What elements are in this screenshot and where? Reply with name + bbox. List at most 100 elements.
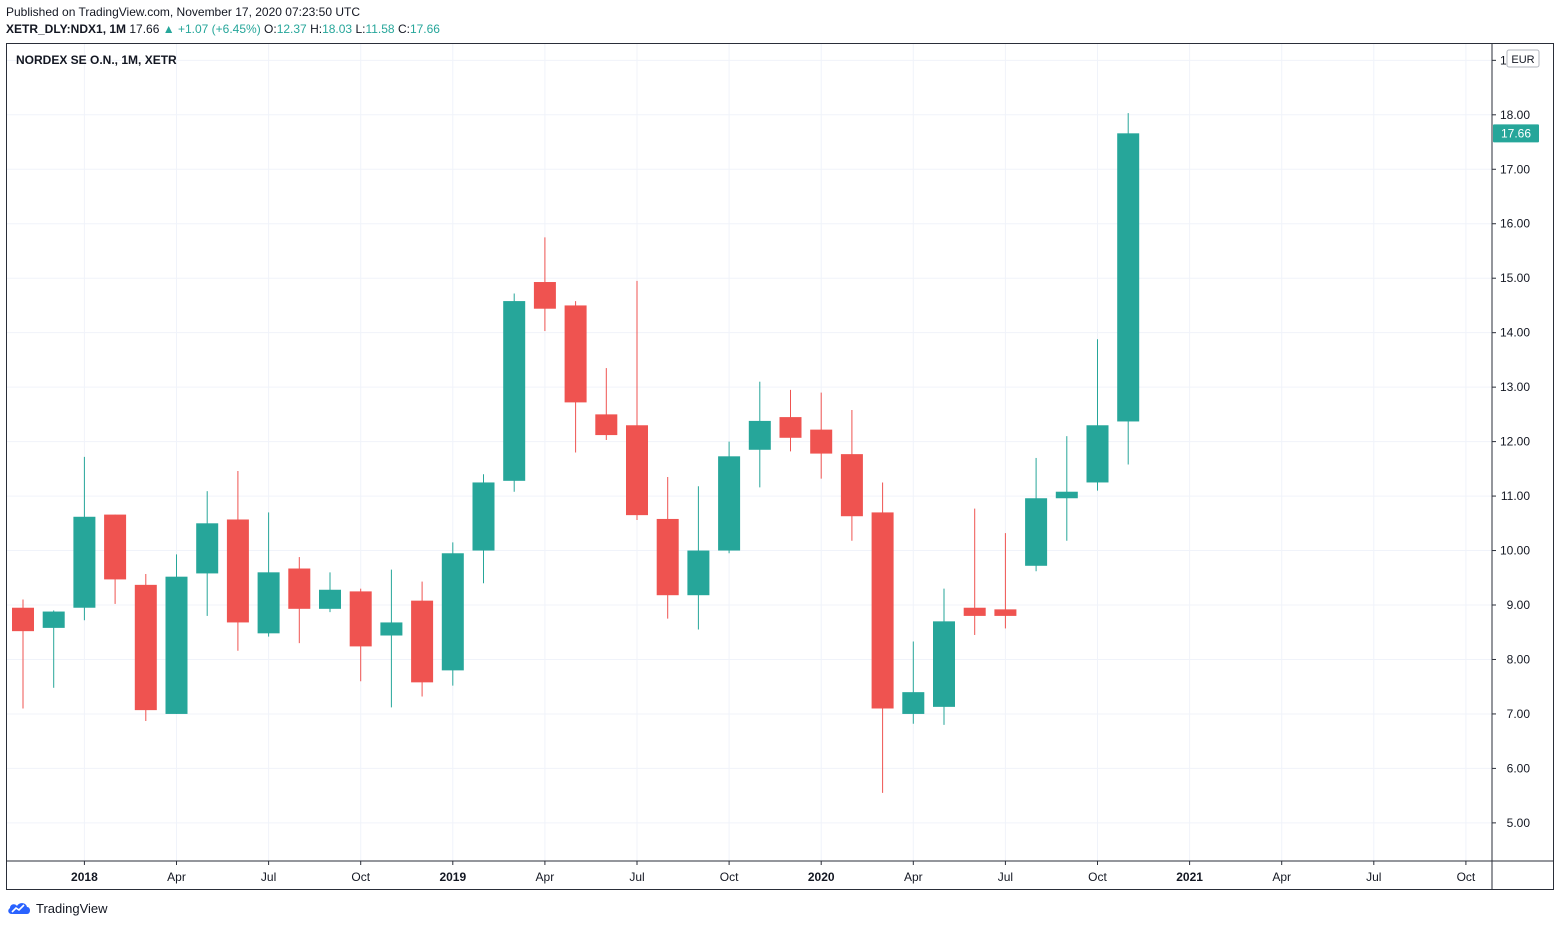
candle [42, 610, 65, 688]
candle [963, 508, 986, 635]
candle [871, 482, 894, 793]
currency-badge[interactable] [1506, 49, 1540, 68]
candle-body [1086, 425, 1109, 483]
y-tick-label: 14.00 [1500, 326, 1530, 340]
x-tick-label: Apr [904, 870, 923, 884]
x-tick-label: Apr [536, 870, 555, 884]
ohlc-legend: XETR_DLY:NDX1, 1M 17.66 ▲ +1.07 (+6.45%)… [6, 22, 440, 36]
candle [226, 471, 249, 651]
candle-body [226, 519, 249, 623]
candle-body [104, 514, 127, 580]
symbol-label[interactable]: XETR_DLY:NDX1, 1M [6, 22, 127, 36]
candle-body [288, 568, 311, 609]
x-tick-label: Oct [351, 870, 370, 884]
candle [104, 514, 127, 604]
candles-layer [12, 113, 1140, 793]
candle-body [380, 622, 403, 636]
high-label: H: [310, 22, 323, 36]
candle-body [319, 589, 341, 609]
candle [441, 542, 464, 686]
low-value: 11.58 [365, 22, 395, 36]
candle [840, 410, 863, 541]
x-tick-label: Jul [1366, 870, 1381, 884]
candle-body [42, 611, 65, 628]
candle [319, 572, 341, 613]
candle-body [196, 523, 219, 574]
candle-body [595, 414, 618, 436]
candle [165, 554, 188, 714]
candle-body [73, 516, 96, 608]
candle-body [1025, 498, 1048, 566]
x-tick-label: Jul [261, 870, 276, 884]
published-caption: Published on TradingView.com, November 1… [6, 5, 360, 19]
candle-body [411, 600, 434, 683]
time-axis[interactable]: 2018 Apr Jul Oct 2019 Apr Jul Oct 2020 Apr Jul Oct 2… [71, 861, 1476, 884]
candle-body [626, 425, 648, 516]
tradingview-logo[interactable]: TradingView [6, 899, 108, 917]
change-value: ▲ +1.07 (+6.45%) [162, 22, 261, 36]
last-price-tag [1493, 124, 1539, 143]
candle-body [533, 282, 556, 309]
candle [687, 486, 710, 630]
candle-body [902, 692, 925, 714]
brand-label: TradingView [36, 900, 108, 916]
x-tick-label: 2019 [439, 870, 466, 884]
currency-label: EUR [1511, 54, 1534, 66]
candle [380, 569, 403, 708]
candle-body [441, 553, 464, 671]
x-tick-label: Oct [1457, 870, 1476, 884]
close-label: C: [397, 22, 410, 36]
candle [626, 280, 648, 521]
y-tick-label: 13.00 [1500, 380, 1530, 394]
y-tick-label: 17.00 [1500, 162, 1530, 176]
candle [718, 441, 741, 554]
candle-body [810, 429, 833, 454]
candle [73, 456, 96, 621]
low-label: L: [355, 22, 366, 36]
open-label: O: [264, 22, 277, 36]
x-tick-label: Oct [720, 870, 739, 884]
candle [810, 392, 833, 479]
x-tick-label: 2018 [71, 870, 98, 884]
candle [196, 491, 219, 616]
candle [503, 293, 526, 492]
candle-body [349, 591, 372, 647]
x-tick-label: Apr [1272, 870, 1291, 884]
y-tick-label: 5.00 [1507, 816, 1531, 830]
x-tick-label: Apr [167, 870, 186, 884]
candle [1025, 457, 1048, 572]
last-price-marker: 17.66 [1493, 124, 1539, 143]
y-tick-label: 9.00 [1507, 598, 1531, 612]
candle-body [994, 609, 1017, 616]
chart-frame[interactable] [6, 43, 1554, 890]
candle-body [687, 550, 710, 596]
candle-body [840, 454, 863, 517]
candle-body [1055, 491, 1078, 499]
open-value: 12.37 [276, 22, 307, 36]
close-value: 17.66 [409, 22, 440, 36]
y-tick-label: 10.00 [1500, 544, 1530, 558]
last-price: 17.66 [129, 22, 160, 36]
candle-body [748, 420, 771, 450]
y-tick-label: 16.00 [1500, 217, 1530, 231]
candle [1086, 339, 1109, 491]
candle-body [1117, 133, 1140, 422]
candle [533, 237, 556, 332]
y-tick-label: 6.00 [1507, 761, 1531, 775]
candle [411, 581, 434, 697]
y-tick-label: 11.00 [1501, 489, 1530, 503]
price-axis[interactable]: 5.00 6.00 7.00 8.00 9.00 10.00 11.00 12.00 13.00… [1492, 53, 1530, 830]
candle [349, 588, 372, 682]
chart-title: NORDEX SE O.N., 1M, XETR [16, 53, 177, 67]
candle [779, 389, 802, 452]
candle-body [656, 518, 679, 596]
candle-body [257, 572, 280, 634]
grid-lines [7, 44, 1492, 861]
y-tick-label: 12.00 [1500, 435, 1530, 449]
candle-body [933, 621, 955, 707]
candle-body [718, 456, 741, 551]
candle-body [165, 576, 188, 714]
candle [656, 477, 679, 619]
candle [595, 368, 618, 440]
